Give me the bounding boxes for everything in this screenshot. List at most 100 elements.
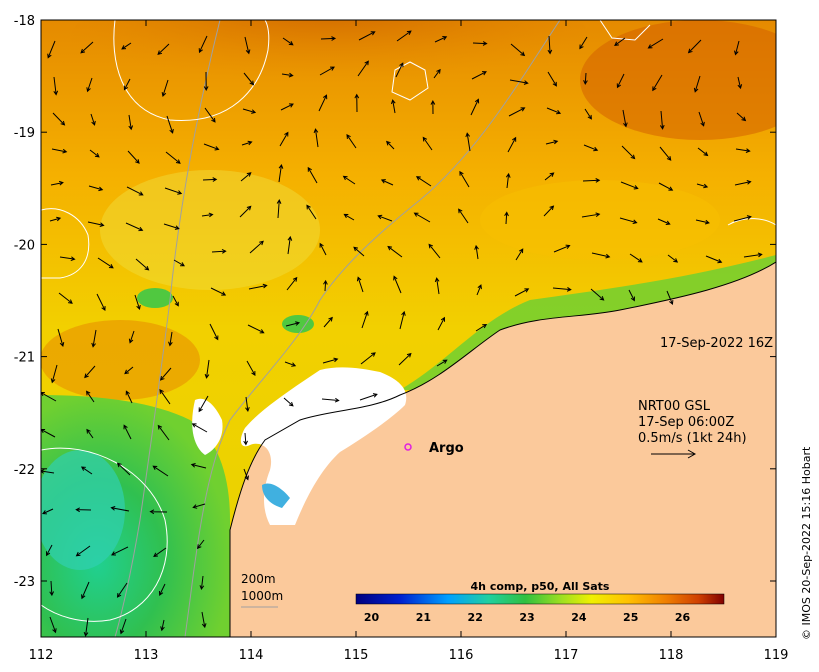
current-arrow-icon (127, 150, 140, 164)
current-arrow-icon (243, 468, 249, 481)
current-arrow-icon (323, 279, 328, 292)
current-arrow-icon (620, 181, 639, 190)
current-arrow-icon (246, 360, 256, 376)
current-arrow-icon (470, 98, 480, 116)
current-arrow-icon (698, 111, 705, 127)
current-arrow-icon (579, 36, 588, 50)
current-arrow-icon (313, 128, 319, 148)
current-arrow-icon (666, 290, 674, 305)
current-arrow-icon (124, 366, 134, 375)
x-tick-label: 119 (764, 648, 789, 663)
current-arrow-icon (474, 244, 479, 260)
current-arrow-icon (285, 321, 301, 327)
colorbar-scale (355, 593, 725, 605)
current-arrow-icon (126, 186, 144, 196)
current-arrow-icon (437, 316, 446, 331)
current-arrow-icon (241, 140, 253, 146)
current-arrow-icon (361, 310, 369, 329)
y-tick-label: -22 (14, 463, 35, 478)
current-arrow-icon (128, 114, 134, 131)
current-arrow-icon (173, 259, 185, 267)
current-arrow-icon (75, 507, 92, 513)
current-arrow-icon (415, 176, 432, 187)
current-arrow-icon (245, 396, 250, 412)
y-tick-label: -18 (14, 14, 35, 29)
current-arrow-icon (319, 66, 335, 76)
y-tick-label: -23 (14, 575, 35, 590)
current-arrow-icon (86, 390, 95, 403)
current-arrow-icon (279, 131, 289, 147)
current-arrow-icon (49, 216, 62, 222)
current-arrow-icon (149, 509, 168, 515)
current-arrow-icon (287, 235, 293, 255)
current-arrow-icon (165, 151, 181, 164)
current-arrow-icon (196, 539, 205, 550)
colorbar-tick-label: 25 (623, 611, 638, 624)
current-arrow-icon (198, 35, 208, 54)
current-arrow-icon (80, 466, 93, 475)
current-arrow-icon (97, 257, 114, 269)
current-arrow-icon (647, 38, 664, 49)
current-arrow-icon (242, 108, 257, 114)
current-vectors (41, 30, 763, 637)
current-arrow-icon (657, 218, 671, 225)
current-arrow-icon (159, 388, 171, 405)
current-arrow-icon (116, 582, 128, 598)
current-arrow-icon (119, 618, 127, 635)
product-name: NRT00 GSL (638, 399, 711, 414)
current-arrow-icon (428, 243, 441, 259)
current-arrow-icon (737, 76, 743, 90)
y-tick-label: -19 (14, 126, 35, 141)
current-arrow-icon (86, 77, 93, 93)
current-arrow-icon (161, 79, 169, 98)
current-arrow-icon (471, 71, 487, 80)
current-arrow-icon (687, 39, 702, 54)
current-arrow-icon (734, 180, 752, 186)
current-arrow-icon (201, 611, 207, 629)
current-arrow-icon (243, 72, 255, 86)
product-scale: 0.5m/s (1kt 24h) (638, 431, 747, 446)
current-arrow-icon (202, 177, 218, 182)
current-arrow-icon (87, 221, 105, 227)
current-arrow-icon (210, 287, 227, 296)
current-arrow-icon (57, 328, 65, 348)
current-arrow-icon (583, 72, 588, 85)
current-arrow-icon (458, 208, 469, 224)
current-arrow-icon (128, 330, 135, 344)
current-arrow-icon (80, 41, 94, 54)
current-arrow-icon (198, 395, 209, 413)
credit-label: © IMOS 20-Sep-2022 15:16 Hobart (800, 446, 813, 640)
current-arrow-icon (319, 242, 327, 256)
current-arrow-icon (91, 329, 97, 348)
current-arrow-icon (515, 248, 524, 261)
current-arrow-icon (278, 163, 284, 183)
colorbar: 4h comp, p50, All Sats 20 21 22 23 24 25 26 (355, 580, 725, 624)
current-arrow-icon (164, 187, 183, 195)
current-arrow-icon (50, 364, 58, 384)
current-arrow-icon (621, 145, 636, 160)
colorbar-tick-label: 23 (519, 611, 534, 624)
current-arrow-icon (86, 428, 94, 439)
current-arrow-icon (377, 214, 393, 222)
current-arrow-icon (276, 199, 282, 219)
current-arrow-icon (386, 140, 395, 150)
argo-label: Argo (429, 441, 464, 456)
current-arrow-icon (96, 293, 106, 311)
current-arrow-icon (50, 180, 64, 186)
current-arrow-icon (47, 40, 56, 59)
current-arrow-icon (41, 508, 54, 515)
current-arrow-icon (398, 352, 412, 366)
colorbar-tick-label: 21 (416, 611, 431, 624)
bathymetry-legend: 200m 1000m (241, 572, 283, 608)
current-arrow-icon (191, 423, 208, 433)
current-arrow-icon (152, 465, 169, 477)
current-arrow-icon (199, 575, 205, 591)
bathy-1000-label: 1000m (241, 589, 283, 603)
current-arrow-icon (695, 219, 710, 225)
current-arrow-icon (358, 31, 376, 41)
current-arrow-icon (590, 288, 605, 301)
current-arrow-icon (357, 60, 369, 77)
current-arrow-icon (346, 134, 357, 149)
current-arrow-icon (135, 258, 150, 271)
